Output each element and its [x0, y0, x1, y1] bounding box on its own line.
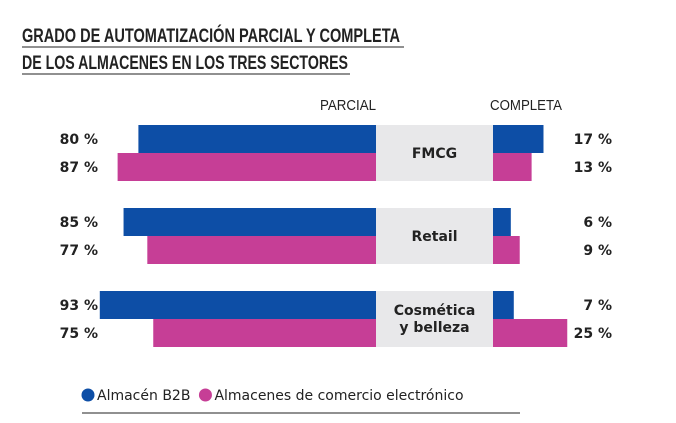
- value-label-parcial: 85 %: [60, 215, 98, 231]
- value-label-completa: 17 %: [574, 132, 612, 148]
- chart-title-line-2: DE LOS ALMACENES EN LOS TRES SECTORES: [22, 53, 348, 74]
- category-box: [376, 125, 493, 181]
- category-label: Cosmética: [394, 303, 476, 319]
- bar-parcial: [99, 291, 376, 319]
- bar-completa: [493, 236, 520, 264]
- value-label-completa: 9 %: [583, 243, 612, 259]
- value-label-completa: 25 %: [574, 326, 612, 342]
- bar-completa: [493, 125, 544, 153]
- bar-completa: [493, 153, 532, 181]
- header-completa: COMPLETA: [490, 97, 562, 114]
- bar-parcial: [153, 319, 376, 347]
- bar-parcial: [147, 236, 376, 264]
- category-label: Retail: [411, 229, 457, 245]
- chart-title-line-1: GRADO DE AUTOMATIZACIÓN PARCIAL Y COMPLE…: [22, 25, 400, 47]
- header-parcial: PARCIAL: [320, 97, 376, 114]
- bar-parcial: [117, 153, 377, 181]
- category-box: [376, 208, 493, 264]
- legend-label: Almacén B2B: [97, 388, 190, 404]
- legend-marker: [81, 388, 95, 402]
- value-label-parcial: 75 %: [60, 326, 98, 342]
- category-box: [376, 291, 493, 347]
- bar-completa: [493, 291, 514, 319]
- value-label-completa: 13 %: [574, 160, 612, 176]
- category-label: FMCG: [412, 146, 457, 162]
- bar-completa: [493, 208, 511, 236]
- value-label-completa: 6 %: [583, 215, 612, 231]
- bar-completa: [493, 319, 568, 347]
- value-label-completa: 7 %: [583, 298, 612, 314]
- value-label-parcial: 77 %: [60, 243, 98, 259]
- bar-parcial: [123, 208, 376, 236]
- value-label-parcial: 87 %: [60, 160, 98, 176]
- value-label-parcial: 80 %: [60, 132, 98, 148]
- legend-label: Almacenes de comercio electrónico: [214, 388, 463, 404]
- bar-parcial: [138, 125, 376, 153]
- legend: Almacén B2B Almacenes de comercio electró…: [81, 388, 464, 404]
- category-label: y belleza: [399, 320, 469, 336]
- value-label-parcial: 93 %: [60, 298, 98, 314]
- legend-marker: [198, 388, 212, 402]
